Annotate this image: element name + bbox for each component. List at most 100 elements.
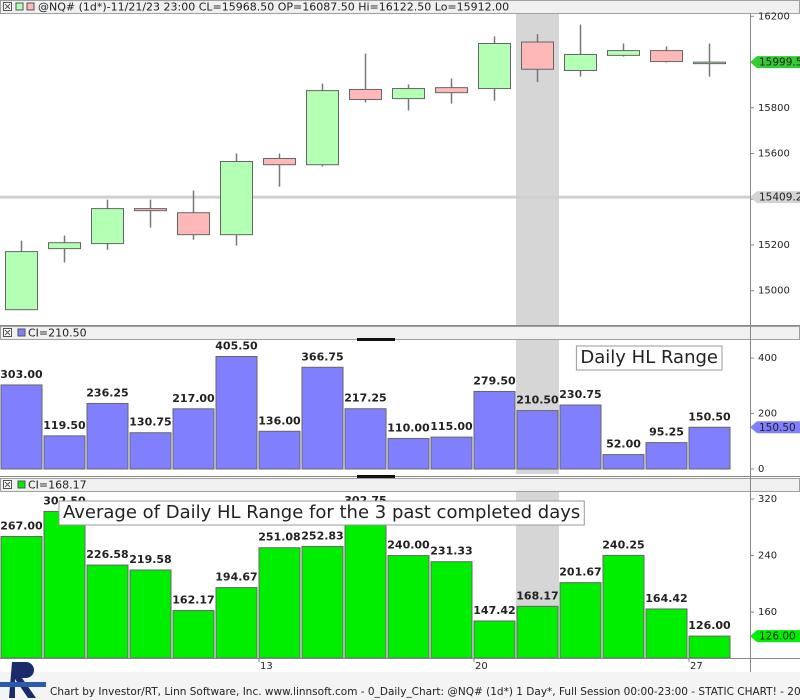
bar bbox=[215, 356, 258, 470]
bar bbox=[473, 390, 516, 470]
candle-body bbox=[392, 88, 425, 100]
price-tag-label: 126.00 bbox=[759, 631, 796, 643]
candle-body bbox=[693, 61, 726, 65]
candle-body bbox=[650, 50, 683, 63]
data-label: 236.25 bbox=[86, 386, 128, 399]
candle-body bbox=[521, 41, 554, 70]
bar bbox=[645, 442, 688, 470]
bar bbox=[344, 408, 387, 470]
y-tick-label: 0 bbox=[758, 464, 764, 475]
y-tick-label: 320 bbox=[758, 494, 777, 505]
data-label: 303.00 bbox=[0, 368, 43, 381]
y-tick-label: 15600 bbox=[758, 148, 790, 159]
data-label: 219.58 bbox=[129, 553, 171, 566]
candle-body bbox=[306, 90, 339, 166]
data-label: 240.00 bbox=[387, 539, 430, 552]
annotation-box bbox=[58, 500, 585, 526]
data-label: 164.42 bbox=[645, 592, 687, 605]
price-tag-label: 15409.25 bbox=[759, 192, 800, 204]
annotation: Daily HL Range bbox=[580, 347, 718, 368]
status-bar bbox=[0, 672, 800, 700]
candle-body bbox=[91, 208, 124, 245]
bar bbox=[129, 569, 172, 659]
bar bbox=[43, 510, 86, 659]
bar bbox=[129, 432, 172, 470]
data-label: 279.50 bbox=[473, 374, 516, 387]
candle-body bbox=[263, 158, 296, 166]
x-tick-label: 20 bbox=[475, 661, 488, 672]
data-label: 136.00 bbox=[258, 414, 301, 427]
data-label: 231.33 bbox=[430, 545, 472, 558]
bar bbox=[172, 610, 215, 659]
bar bbox=[0, 384, 43, 470]
logo bbox=[0, 662, 46, 698]
pane-title: @NQ# (1d*)-11/21/23 23:00 CL=15968.50 OP… bbox=[38, 1, 509, 14]
y-tick-label: 16200 bbox=[758, 11, 790, 22]
price-tag bbox=[750, 56, 800, 69]
bar bbox=[602, 454, 645, 470]
bar bbox=[387, 437, 430, 470]
data-label: 366.75 bbox=[301, 350, 343, 363]
candle-body bbox=[177, 212, 210, 236]
bar bbox=[473, 620, 516, 659]
candle-body bbox=[607, 50, 640, 56]
close-icon bbox=[4, 3, 11, 488]
bar bbox=[43, 435, 86, 470]
bar bbox=[258, 547, 301, 659]
data-label: 405.50 bbox=[215, 340, 258, 353]
candle-body bbox=[349, 88, 382, 101]
bar bbox=[258, 430, 301, 470]
candle-body bbox=[220, 160, 253, 236]
data-label: 240.25 bbox=[602, 538, 644, 551]
y-tick-label: 15000 bbox=[758, 286, 790, 297]
close-buttons[interactable] bbox=[3, 2, 12, 489]
data-label: 201.67 bbox=[559, 566, 601, 579]
bar bbox=[215, 587, 258, 659]
splitter-handle[interactable] bbox=[357, 475, 395, 478]
data-label: 168.17 bbox=[516, 589, 558, 602]
bar bbox=[688, 426, 731, 470]
data-label: 226.58 bbox=[86, 548, 128, 561]
y-tick-label: 400 bbox=[758, 353, 777, 364]
price-tag bbox=[750, 421, 800, 434]
bar bbox=[430, 436, 473, 470]
candle-body bbox=[478, 42, 511, 90]
pane-title: CI=210.50 bbox=[28, 327, 87, 340]
price-tag-label: 150.50 bbox=[759, 422, 796, 434]
candle-body bbox=[48, 242, 81, 250]
bar bbox=[344, 510, 387, 659]
y-tick-label: 15200 bbox=[758, 240, 790, 251]
annotation: Average of Daily HL Range for the 3 past… bbox=[63, 502, 580, 523]
candle-body bbox=[5, 251, 38, 311]
data-label: 52.00 bbox=[606, 438, 641, 451]
splitter-handle[interactable] bbox=[357, 338, 395, 341]
data-label: 147.42 bbox=[473, 604, 515, 617]
bar bbox=[645, 608, 688, 659]
candle-body bbox=[134, 208, 167, 212]
data-label: 194.67 bbox=[215, 571, 257, 584]
data-label: 126.00 bbox=[688, 619, 731, 632]
data-label: 162.17 bbox=[172, 594, 214, 607]
bar bbox=[387, 555, 430, 659]
x-tick-label: 27 bbox=[690, 661, 703, 672]
annotation-box bbox=[575, 345, 723, 371]
x-tick-label: 13 bbox=[260, 661, 273, 672]
y-tick-label: 15800 bbox=[758, 103, 790, 114]
data-label: 210.50 bbox=[516, 394, 559, 407]
y-tick-label: 240 bbox=[758, 551, 777, 562]
price-tag bbox=[750, 630, 800, 643]
legend-swatch bbox=[17, 480, 26, 489]
data-label: 110.00 bbox=[387, 421, 430, 434]
data-label: 251.08 bbox=[258, 531, 300, 544]
data-label: 95.25 bbox=[649, 426, 684, 439]
data-label: 267.00 bbox=[0, 520, 43, 533]
price-tag-label: 15999.50 bbox=[759, 57, 800, 69]
bar bbox=[172, 408, 215, 470]
legend-swatch bbox=[26, 2, 35, 11]
bar bbox=[559, 404, 602, 470]
candle-body bbox=[435, 87, 468, 94]
data-label: 150.50 bbox=[688, 410, 731, 423]
bar bbox=[0, 536, 43, 659]
legend-swatch bbox=[17, 328, 26, 337]
